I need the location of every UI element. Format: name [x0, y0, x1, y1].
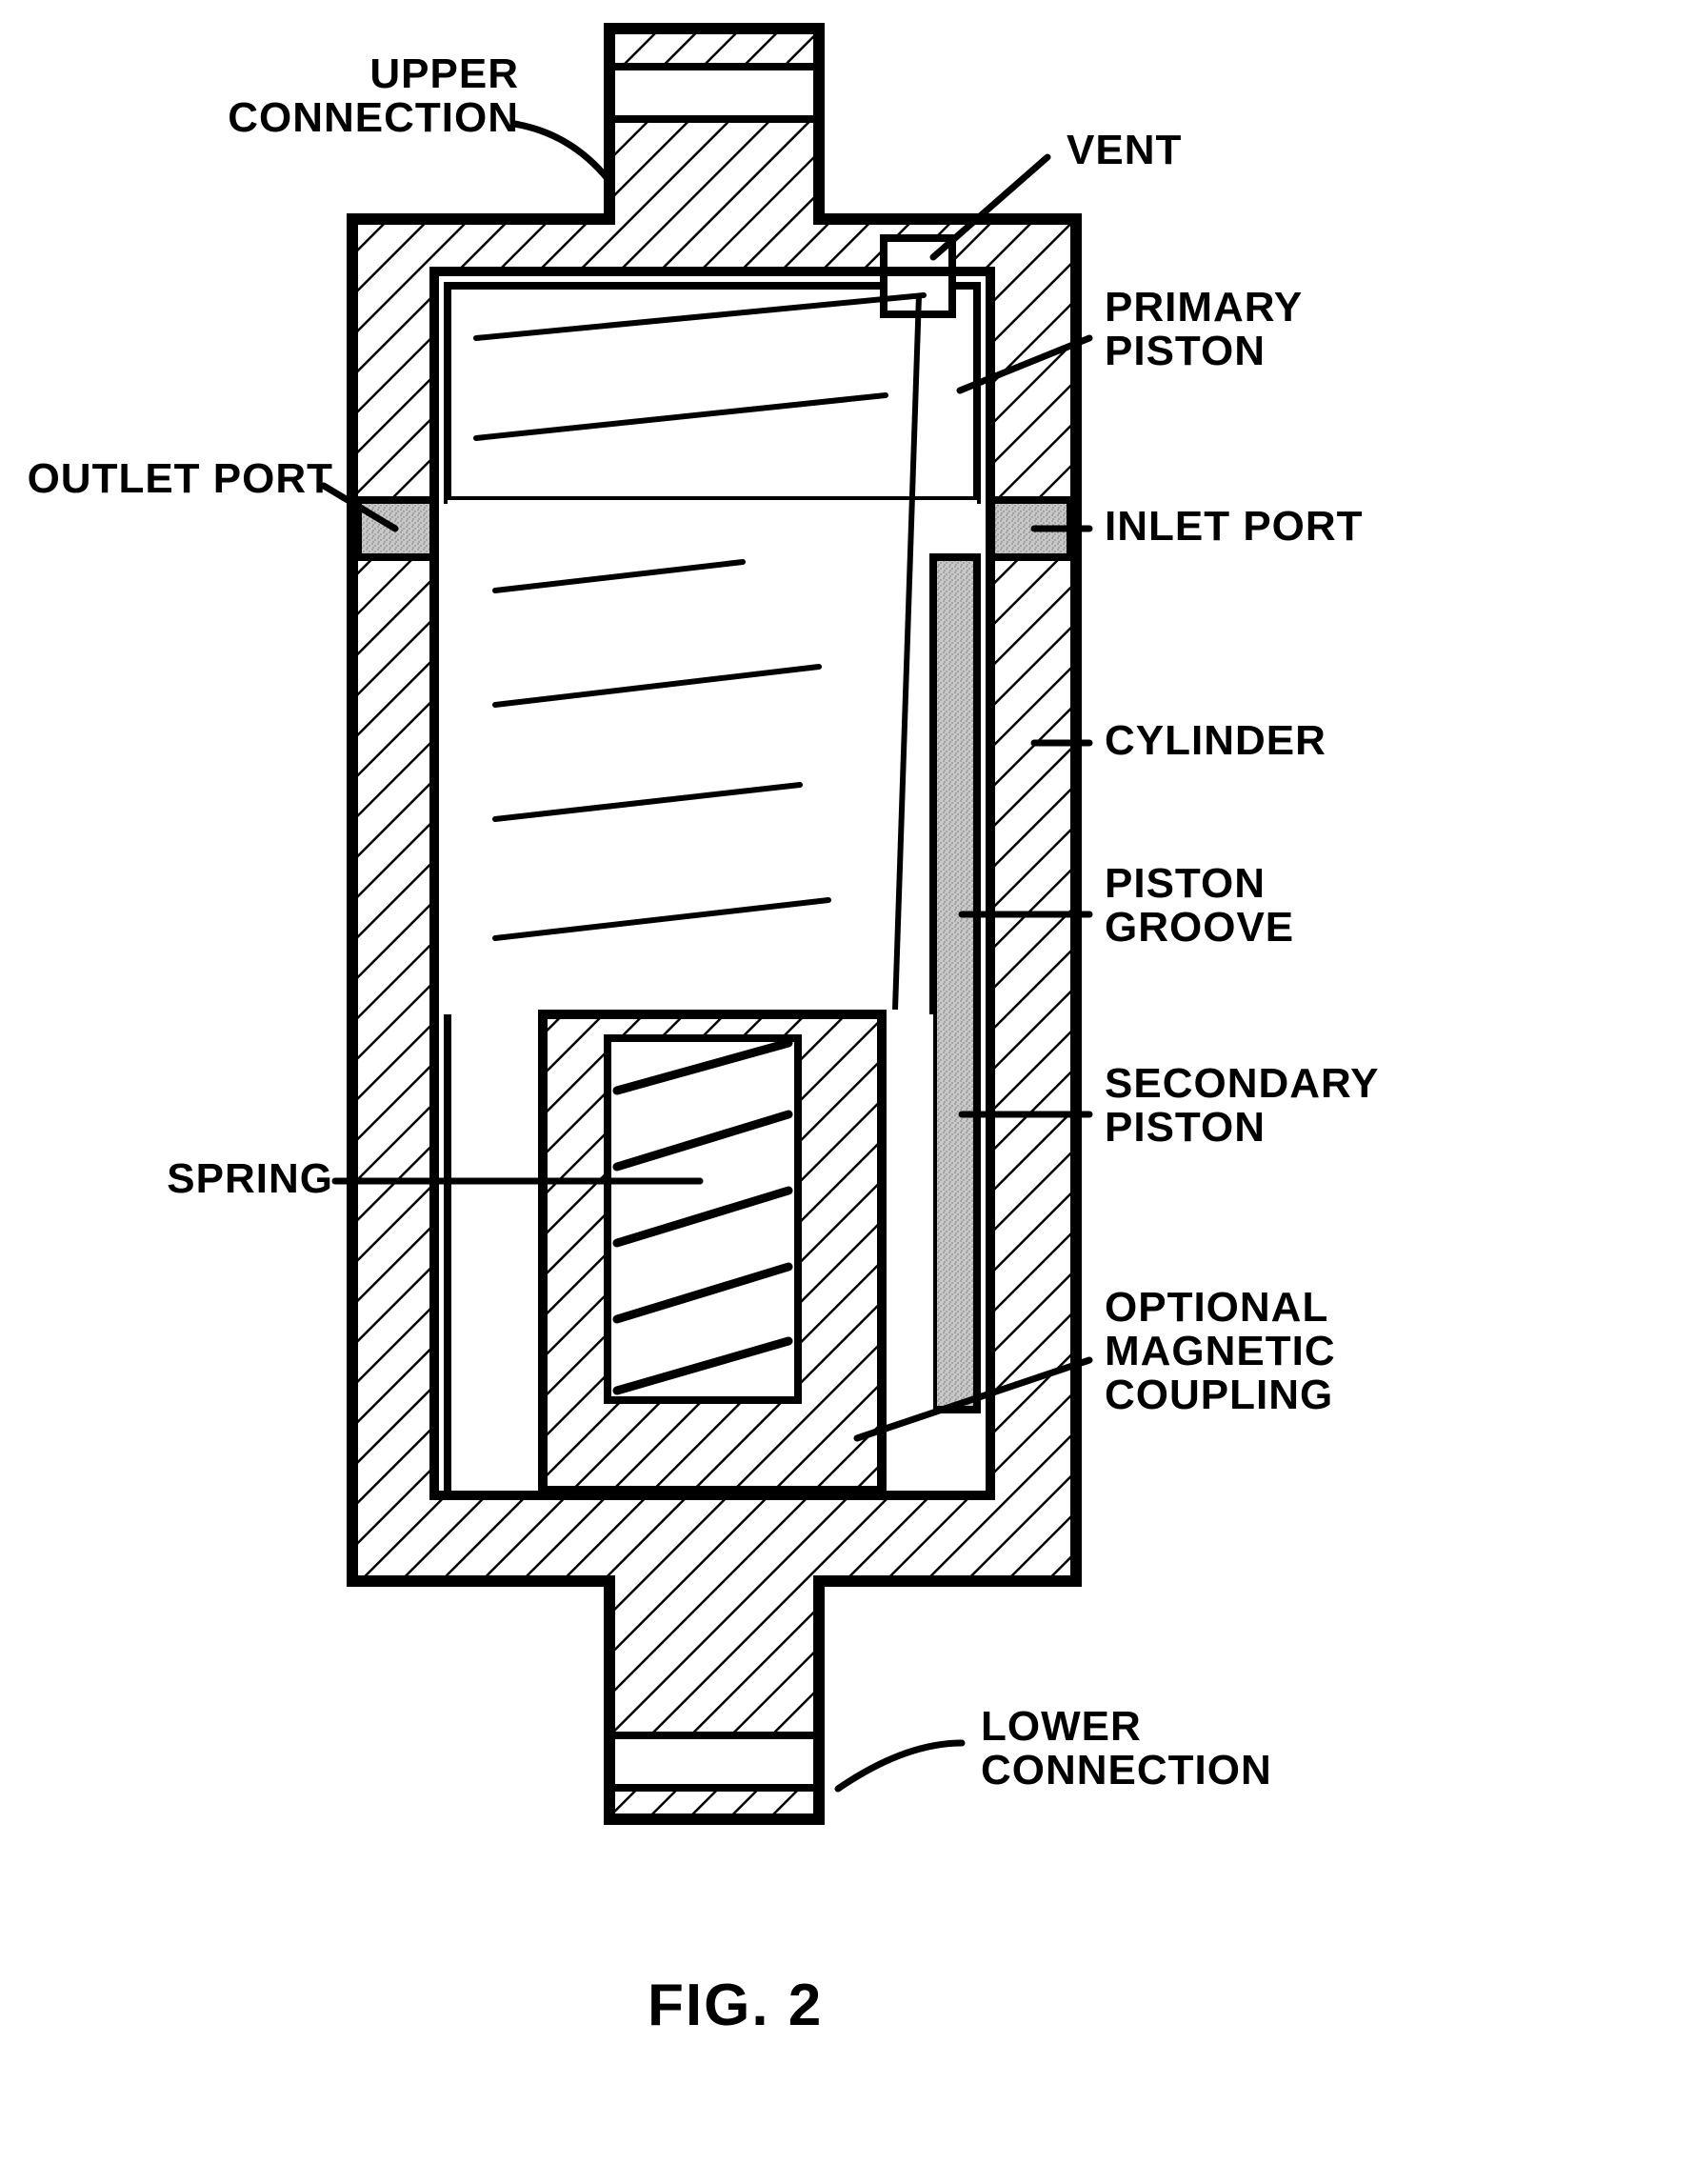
page: UPPER CONNECTION VENT PRIMARY PISTON OUT… [0, 0, 1695, 2184]
lower-connection-lip [609, 1735, 819, 1788]
upper-connection-lip [609, 67, 819, 119]
diagram-svg [0, 0, 1695, 2184]
piston-groove [933, 557, 977, 1410]
